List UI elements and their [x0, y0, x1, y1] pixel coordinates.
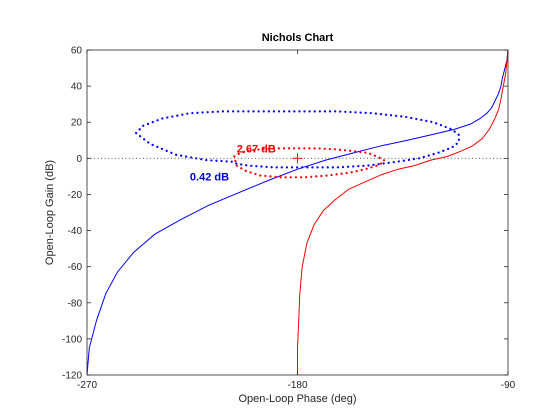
y-tick-label: -40 — [68, 226, 83, 237]
y-tick-label: -80 — [68, 298, 83, 309]
y-tick-label: 60 — [71, 46, 83, 57]
x-tick-label: -180 — [287, 380, 307, 391]
y-tick-label: 40 — [71, 82, 83, 93]
x-ticks: -270 -180 -90 — [77, 50, 516, 391]
y-tick-label: -20 — [68, 190, 83, 201]
x-axis-label: Open-Loop Phase (deg) — [238, 393, 356, 405]
chart-title: Nichols Chart — [262, 32, 334, 44]
y-ticks: 60 40 20 0 -20 -40 -60 -80 -100 -120 — [62, 46, 508, 382]
y-tick-label: -120 — [62, 371, 82, 382]
y-tick-label: 0 — [76, 154, 82, 165]
closed-loop-contour-2 — [135, 110, 460, 169]
annotation-layer: 2.67 dB 0.42 dB — [190, 143, 276, 183]
series-layer — [86, 49, 509, 376]
y-tick-label: 20 — [71, 118, 83, 129]
critical-point-layer — [292, 153, 303, 164]
gain-annotation: 0.42 dB — [190, 171, 229, 183]
gain-annotation: 2.67 dB — [237, 143, 276, 155]
y-axis-label: Open-Loop Gain (dB) — [44, 160, 56, 265]
x-tick-label: -270 — [77, 380, 97, 391]
open-loop-curve-1 — [297, 49, 509, 375]
y-tick-label: -100 — [62, 334, 82, 345]
open-loop-curve-0 — [86, 49, 509, 376]
closed-loop-contour-3 — [233, 147, 386, 179]
x-tick-label: -90 — [501, 380, 516, 391]
plot-area — [87, 50, 508, 375]
y-tick-label: -60 — [68, 262, 83, 273]
